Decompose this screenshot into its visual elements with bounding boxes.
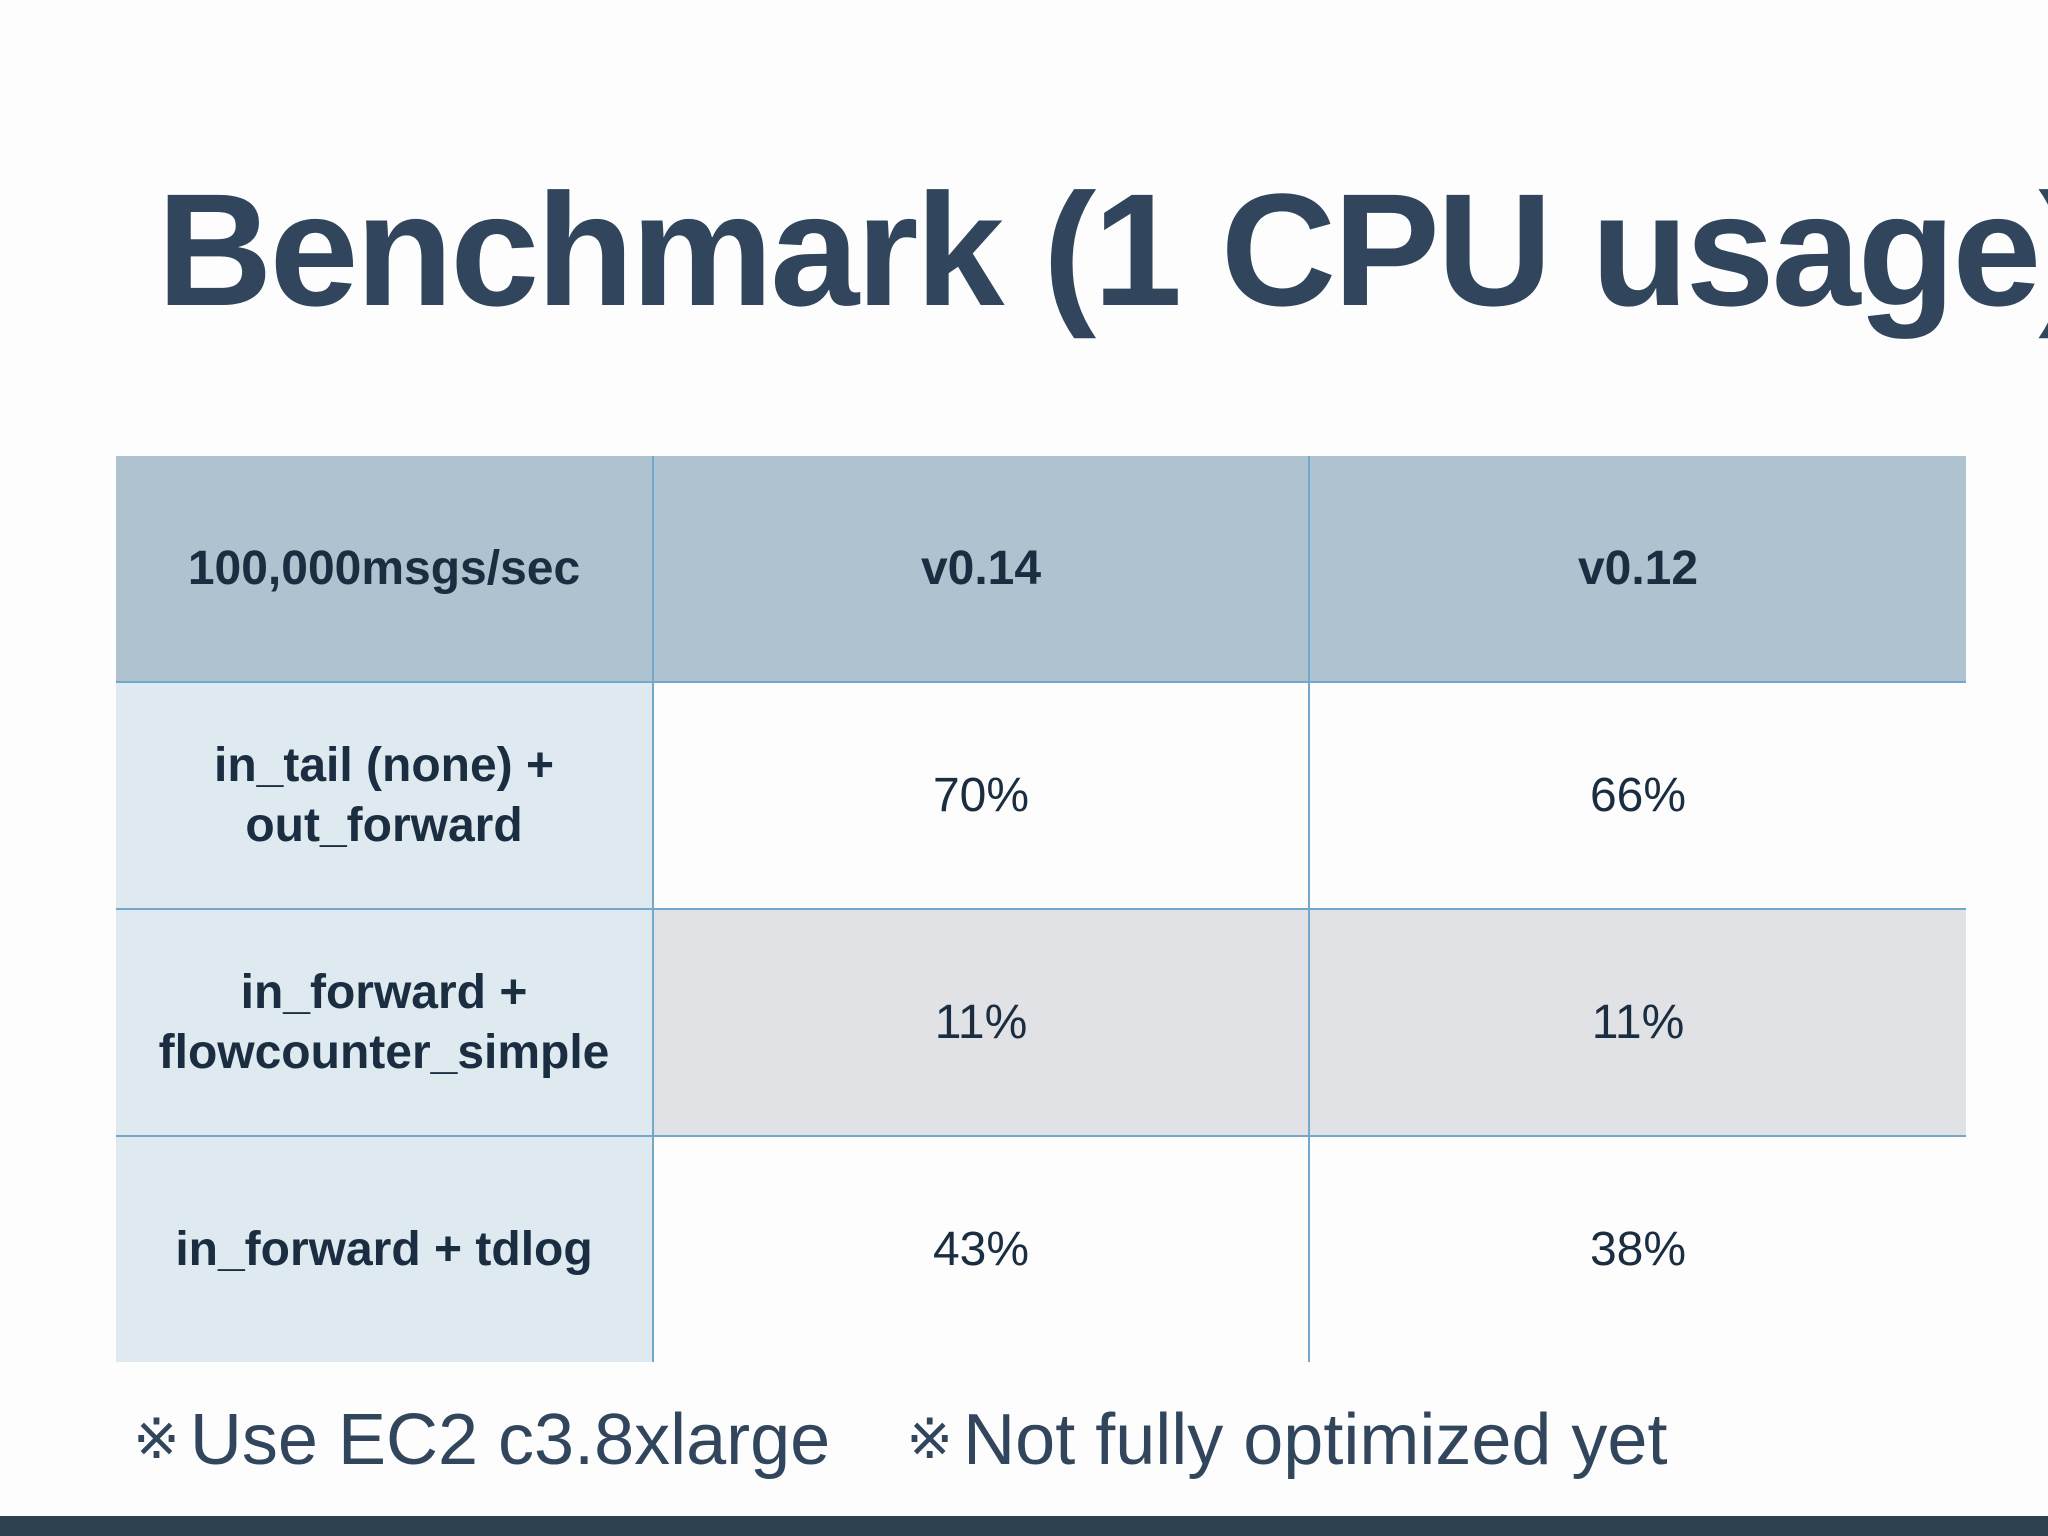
header-cell-v014: v0.14: [652, 456, 1310, 683]
footnote-instance-type: ※ Use EC2 c3.8xlarge: [133, 1395, 830, 1485]
header-cell-v012: v0.12: [1308, 456, 1966, 683]
row-label-line: in_forward + tdlog: [175, 1222, 593, 1276]
footnotes: ※ Use EC2 c3.8xlarge ※ Not fully optimized…: [133, 1395, 1667, 1485]
table-row: in_tail (none) + out_forward 70% 66%: [116, 681, 1966, 910]
table-row: in_forward + flowcounter_simple 11% 11%: [116, 908, 1966, 1137]
footnote-text: Not fully optimized yet: [963, 1400, 1668, 1480]
table-row: in_forward + tdlog 43% 38%: [116, 1135, 1966, 1362]
row-label-in-forward-flowcounter: in_forward + flowcounter_simple: [116, 908, 654, 1137]
footnote-text: Use EC2 c3.8xlarge: [189, 1400, 831, 1480]
slide-title: Benchmark (1 CPU usage): [157, 160, 2048, 339]
header-cell-throughput: 100,000msgs/sec: [116, 456, 654, 683]
cell-v014-value: 70%: [652, 681, 1310, 910]
row-label-line: in_forward +: [240, 965, 528, 1019]
cell-v014-value: 11%: [652, 908, 1310, 1137]
reference-mark-icon: ※: [133, 1407, 180, 1472]
cell-v012-value: 66%: [1308, 681, 1966, 910]
row-label-in-forward-tdlog: in_forward + tdlog: [116, 1135, 654, 1362]
cell-v014-value: 43%: [652, 1135, 1310, 1362]
row-label-line: flowcounter_simple: [158, 1025, 610, 1079]
cell-v012-value: 11%: [1308, 908, 1966, 1137]
row-label-line: out_forward: [245, 798, 523, 852]
reference-mark-icon: ※: [906, 1407, 954, 1472]
row-label-in-tail-out-forward: in_tail (none) + out_forward: [116, 681, 654, 910]
table-header-row: 100,000msgs/sec v0.14 v0.12: [116, 456, 1966, 683]
benchmark-table: 100,000msgs/sec v0.14 v0.12 in_tail (non…: [116, 456, 1966, 1362]
bottom-bar: [0, 1516, 2048, 1536]
footnote-not-optimized: ※ Not fully optimized yet: [906, 1395, 1667, 1485]
row-label-line: in_tail (none) +: [213, 738, 555, 792]
cell-v012-value: 38%: [1308, 1135, 1966, 1362]
